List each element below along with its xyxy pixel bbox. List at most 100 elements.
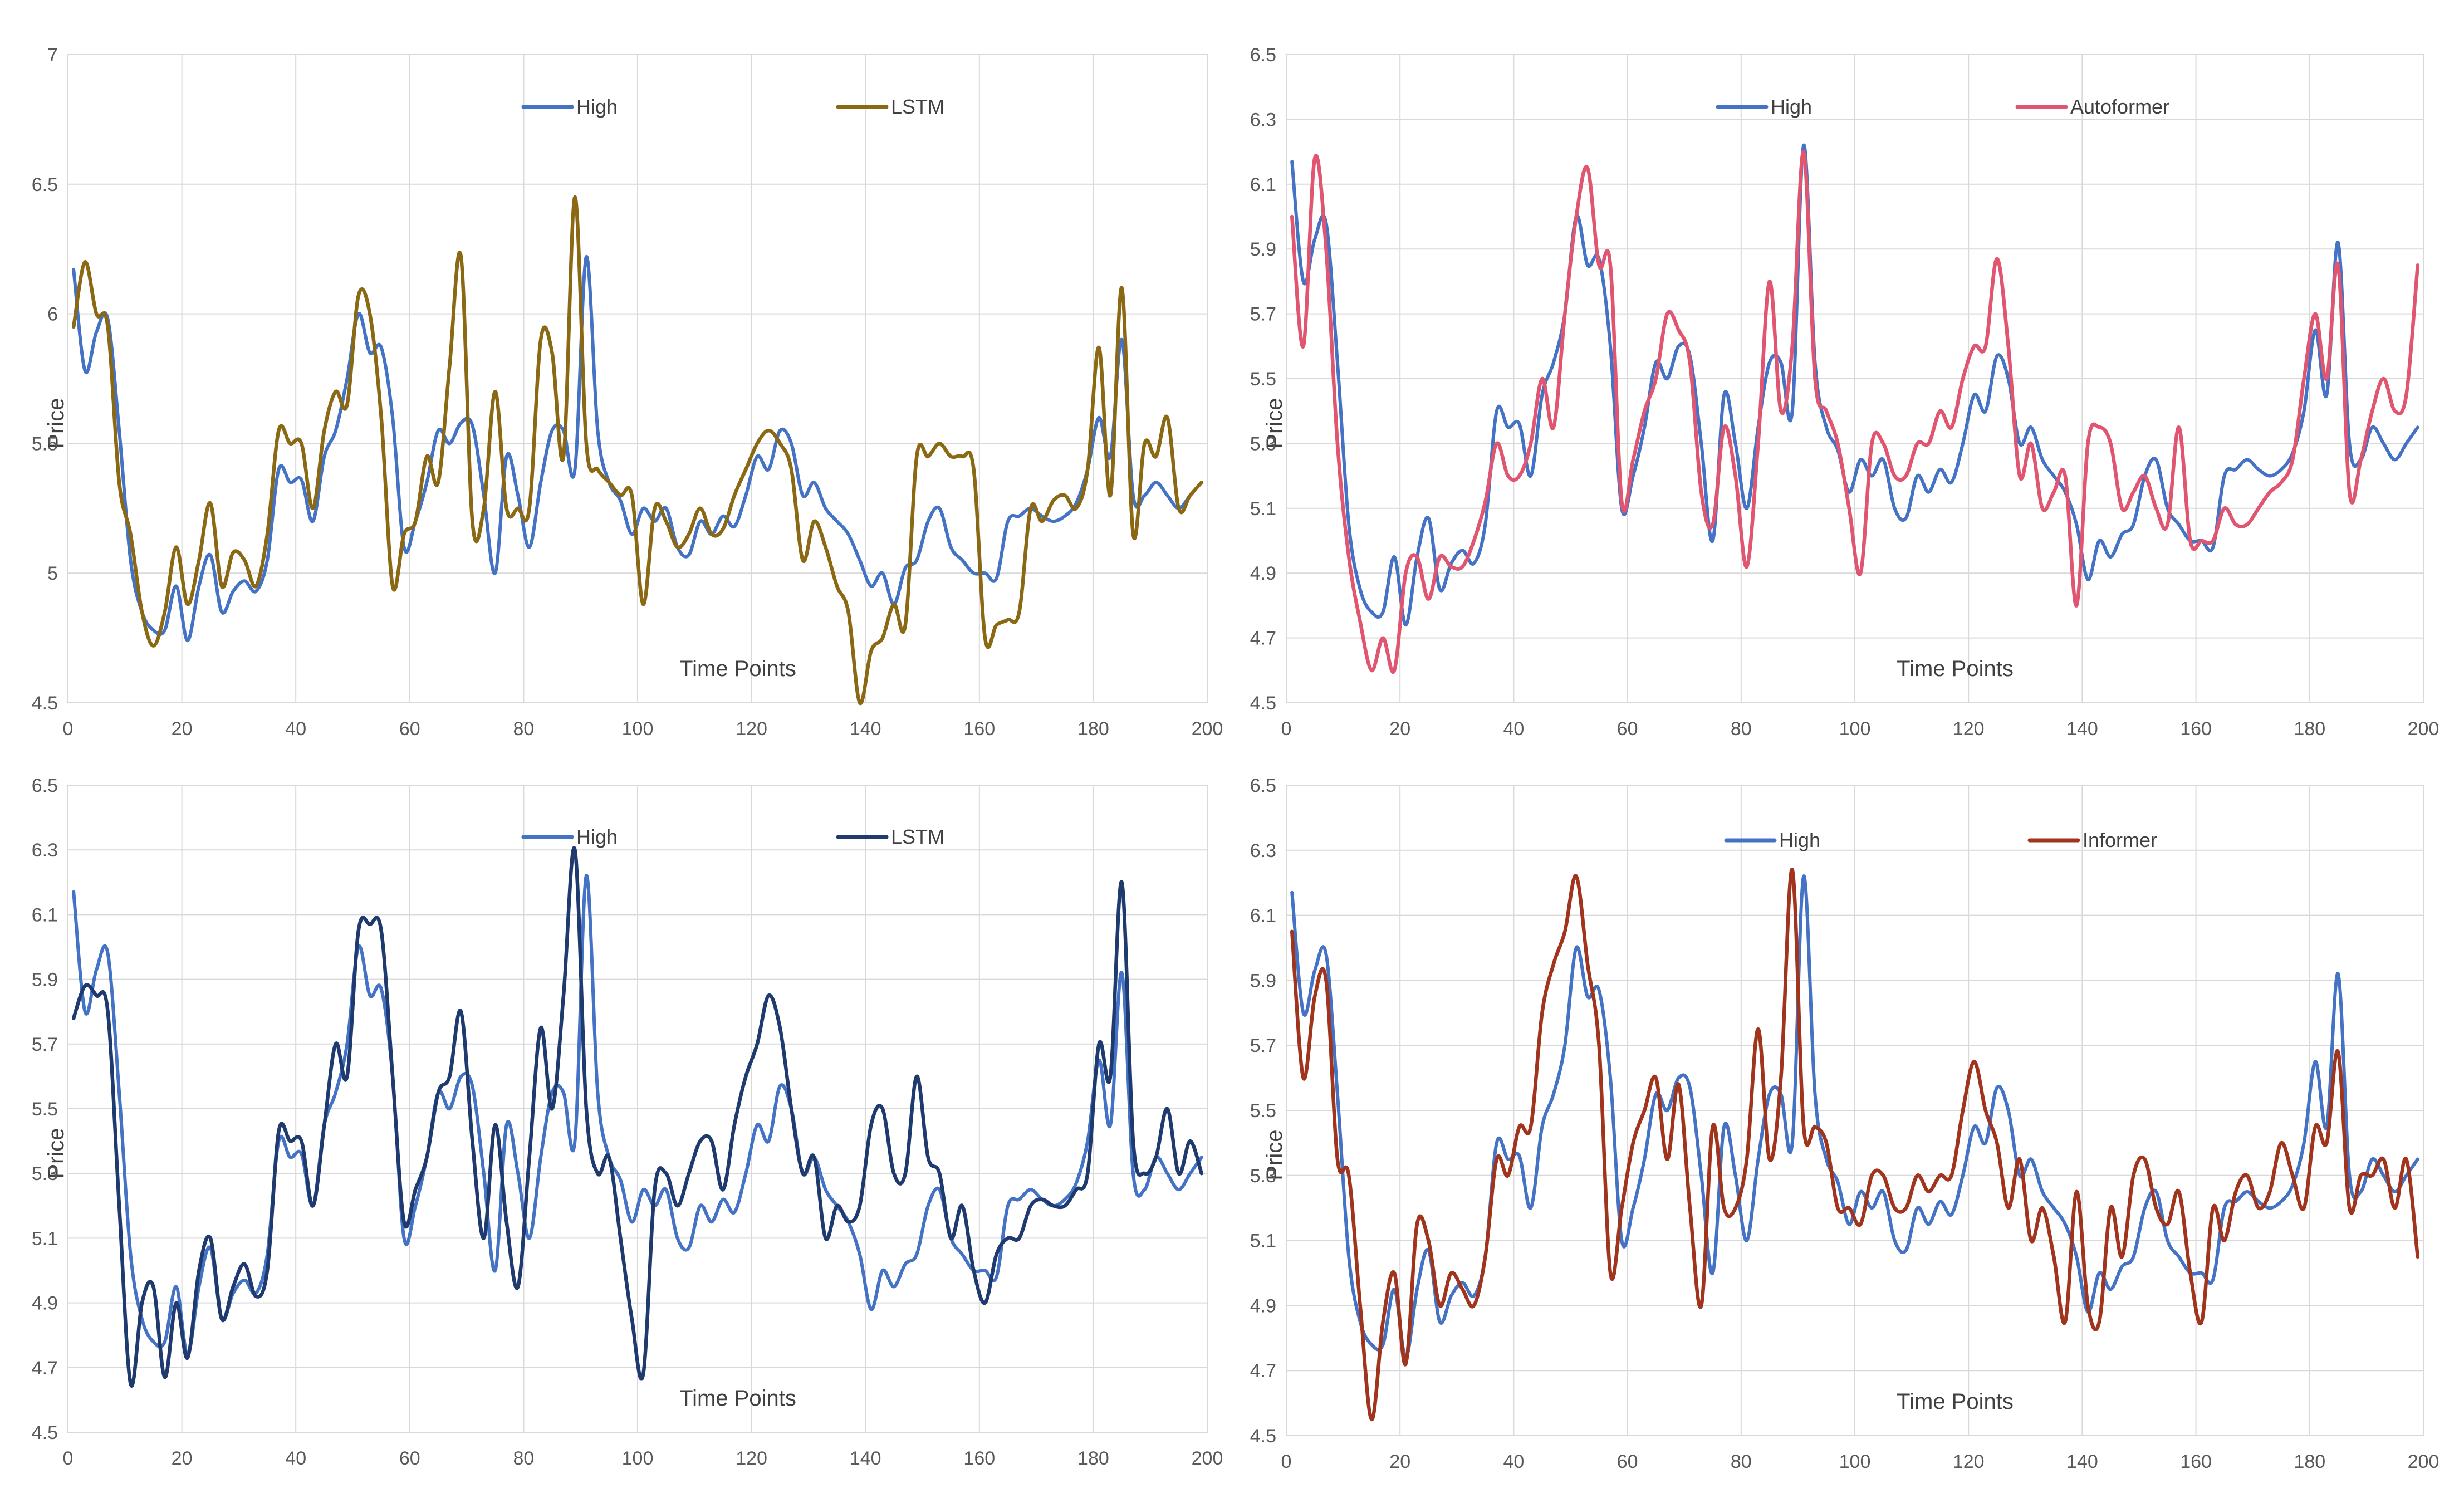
y-tick-label: 5.9 [32, 970, 58, 991]
y-tick-label: 5.5 [1250, 1100, 1276, 1122]
x-tick-label: 160 [2180, 718, 2212, 740]
y-tick-label: 5.1 [32, 1228, 58, 1249]
y-tick-label: 5 [47, 563, 58, 584]
x-tick-label: 100 [622, 718, 654, 740]
y-tick-label: 6.5 [32, 775, 58, 796]
y-axis-title: Price [44, 398, 68, 448]
series-line-lstm [71, 846, 1204, 1388]
x-tick-label: 80 [1731, 1451, 1752, 1472]
x-tick-label: 40 [285, 718, 306, 740]
x-tick-label: 180 [1077, 1448, 1109, 1469]
x-axis-title: Time Points [679, 1386, 796, 1411]
legend-label-informer: Informer [2083, 829, 2157, 851]
y-tick-label: 5.1 [1250, 1231, 1276, 1252]
y-tick-label: 6.5 [1250, 775, 1276, 796]
x-tick-label: 100 [1839, 1451, 1871, 1472]
y-tick-label: 5.9 [1250, 239, 1276, 260]
y-tick-label: 5.7 [1250, 1035, 1276, 1056]
y-tick-label: 6.1 [1250, 174, 1276, 195]
x-tick-label: 160 [2180, 1451, 2212, 1472]
gridlines [1286, 54, 2424, 703]
y-tick-label: 4.7 [1250, 628, 1276, 649]
y-tick-label: 5.3 [32, 1163, 58, 1184]
y-tick-label: 4.5 [32, 1422, 58, 1443]
x-tick-label: 140 [2066, 718, 2098, 740]
y-tick-label: 6.1 [32, 904, 58, 926]
y-tick-label: 5.1 [1250, 498, 1276, 520]
y-tick-label: 4.5 [1250, 1426, 1276, 1447]
x-tick-label: 100 [622, 1448, 654, 1469]
x-tick-label: 140 [2066, 1451, 2098, 1472]
y-tick-label: 6.1 [1250, 905, 1276, 927]
y-axis-title: Price [1262, 398, 1287, 448]
plot-area [1286, 785, 2424, 1436]
series-line-informer [1290, 868, 2420, 1422]
x-tick-label: 200 [1192, 1448, 1223, 1469]
y-tick-label: 5.7 [32, 1034, 58, 1055]
y-tick-label: 6.5 [1250, 45, 1276, 66]
series-line-high [1290, 874, 2419, 1359]
chart-panel-bottom-left: Time Points Price High LSTM 4.5 4.7 4.9 5.1… [32, 775, 1223, 1469]
x-tick-label: 60 [1617, 1451, 1638, 1472]
series-line-lstm [71, 195, 1204, 706]
y-tick-label: 4.5 [32, 693, 58, 714]
x-tick-label: 0 [63, 1448, 74, 1469]
plot-area [67, 785, 1208, 1433]
y-tick-label: 5.3 [1250, 1166, 1276, 1187]
legend-label-autoformer: Autoformer [2070, 95, 2169, 118]
gridlines [1286, 785, 2424, 1436]
y-tick-label: 4.5 [1250, 693, 1276, 714]
series-line-autoformer [1290, 150, 2420, 674]
x-tick-label: 20 [172, 718, 193, 740]
y-tick-label: 4.9 [1250, 563, 1276, 584]
y-tick-label: 6.3 [1250, 109, 1276, 130]
plot-area [1286, 54, 2424, 703]
y-tick-label: 4.7 [1250, 1360, 1276, 1382]
x-tick-label: 0 [1281, 1451, 1292, 1472]
x-tick-label: 60 [399, 718, 420, 740]
x-tick-label: 80 [513, 718, 534, 740]
x-tick-label: 20 [1389, 1451, 1410, 1472]
x-axis-title: Time Points [1897, 1389, 2014, 1414]
x-tick-label: 140 [850, 1448, 881, 1469]
x-tick-label: 20 [1389, 718, 1410, 740]
x-tick-label: 200 [2408, 718, 2439, 740]
y-tick-label: 4.9 [1250, 1295, 1276, 1316]
y-tick-label: 5.5 [32, 433, 58, 454]
x-tick-label: 180 [2294, 718, 2325, 740]
x-tick-label: 120 [1953, 718, 1985, 740]
y-tick-label: 4.9 [32, 1293, 58, 1314]
x-tick-label: 160 [963, 718, 995, 740]
x-tick-label: 40 [1503, 1451, 1524, 1472]
legend-label-high: High [1779, 829, 1820, 851]
series-line-high [72, 874, 1203, 1357]
y-tick-label: 6.5 [32, 174, 58, 195]
x-tick-label: 40 [285, 1448, 306, 1469]
x-tick-label: 100 [1839, 718, 1871, 740]
y-axis-title: Price [1262, 1129, 1287, 1180]
legend-label-high: High [1771, 95, 1812, 118]
y-tick-label: 5.5 [1250, 369, 1276, 390]
y-tick-label: 7 [47, 45, 58, 66]
chart-panel-top-left: Time Points Price High LSTM 4.5 5 5.5 6 6.5 7… [32, 45, 1223, 740]
chart-panel-bottom-right: Time Points Price High Informer 4.5 4.7 4.… [1250, 775, 2439, 1472]
chart-panel-top-right: Time Points Price High Autoformer 4.5 4.7… [1250, 45, 2439, 740]
legend-label-lstm: LSTM [891, 825, 944, 848]
plot-area [67, 54, 1208, 703]
x-tick-label: 80 [1731, 718, 1752, 740]
gridlines [67, 54, 1208, 703]
x-tick-label: 180 [2294, 1451, 2325, 1472]
y-axis-title: Price [44, 1128, 68, 1178]
x-tick-label: 120 [736, 718, 767, 740]
x-tick-label: 40 [1503, 718, 1524, 740]
x-tick-label: 180 [1077, 718, 1109, 740]
gridlines [67, 785, 1208, 1433]
x-tick-label: 140 [850, 718, 881, 740]
x-tick-label: 80 [513, 1448, 534, 1469]
x-tick-label: 120 [736, 1448, 767, 1469]
x-tick-label: 200 [2408, 1451, 2439, 1472]
x-tick-label: 60 [1617, 718, 1638, 740]
y-tick-label: 5.3 [1250, 433, 1276, 454]
y-tick-label: 6 [47, 304, 58, 325]
y-tick-label: 6.3 [32, 840, 58, 861]
